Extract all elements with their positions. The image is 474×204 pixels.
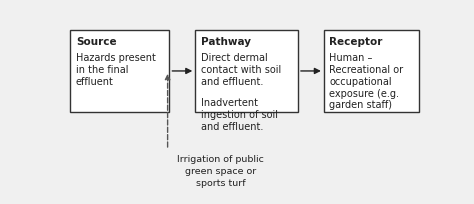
Text: occupational: occupational [329, 76, 392, 86]
Bar [324, 31, 419, 112]
Text: green space or: green space or [185, 166, 256, 175]
Text: Human –: Human – [329, 53, 373, 63]
Text: sports turf: sports turf [196, 178, 246, 187]
Text: Hazards present: Hazards present [76, 53, 155, 63]
Text: garden staff): garden staff) [329, 100, 392, 110]
Text: in the final: in the final [76, 64, 128, 74]
Text: Receptor: Receptor [329, 37, 383, 47]
Bar [195, 31, 298, 112]
Text: ingestion of soil: ingestion of soil [201, 109, 278, 119]
Text: effluent: effluent [76, 76, 114, 86]
Bar [70, 31, 170, 112]
Text: exposure (e.g.: exposure (e.g. [329, 88, 399, 98]
Text: and effluent.: and effluent. [201, 76, 263, 86]
Text: Irrigation of public: Irrigation of public [177, 154, 264, 163]
Text: Pathway: Pathway [201, 37, 251, 47]
Text: Direct dermal: Direct dermal [201, 53, 267, 63]
Text: Inadvertent: Inadvertent [201, 98, 258, 108]
Text: contact with soil: contact with soil [201, 64, 281, 74]
Text: Recreational or: Recreational or [329, 64, 403, 74]
Text: and effluent.: and effluent. [201, 121, 263, 131]
Text: Source: Source [76, 37, 117, 47]
